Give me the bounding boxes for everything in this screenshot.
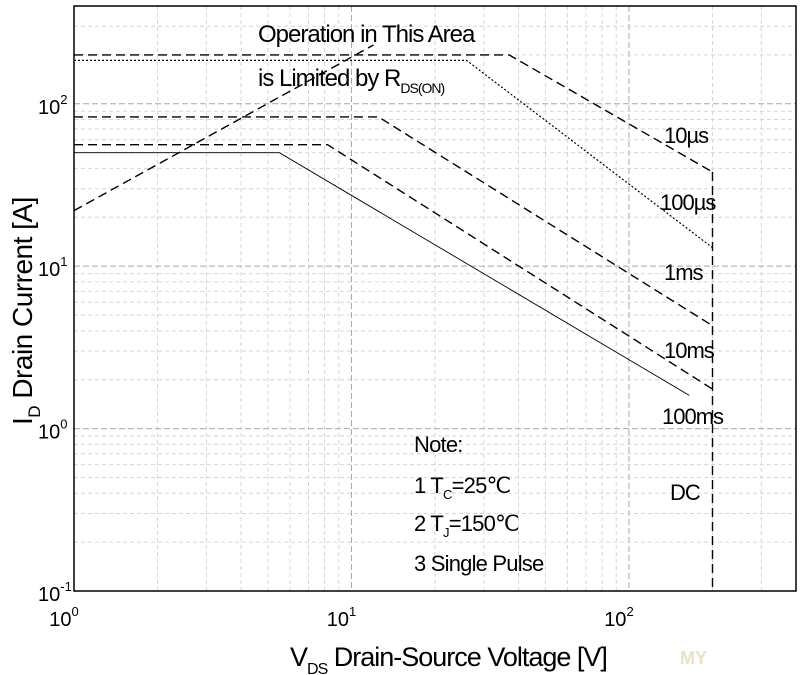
series-line-1ms: [74, 116, 713, 327]
series-line-10us: [74, 54, 713, 173]
y-tick-labels: 10-1 100 101 102: [38, 92, 72, 606]
plot-frame: [73, 5, 797, 592]
x-tick-label: 102: [604, 604, 633, 631]
y-tick-label: 10-1: [38, 579, 72, 606]
y-tick-label: 102: [38, 92, 67, 119]
grid-lines: [74, 6, 796, 591]
series-line-100us: [74, 59, 713, 249]
y-axis-label: ID Drain Current [A]: [7, 197, 44, 425]
series-labels: 10µs 100µs 1ms 10ms 100ms DC: [660, 123, 725, 505]
x-tick-label: 100: [49, 604, 78, 631]
x-tick-label: 101: [327, 604, 356, 631]
series-label-10ms: 10ms: [664, 338, 715, 363]
y-tick-label: 101: [38, 254, 67, 281]
watermark: MY: [680, 648, 707, 668]
note-title: Note:: [414, 432, 463, 457]
x-tick-labels: 100 101 102: [49, 604, 633, 631]
series-label-10us: 10µs: [664, 123, 709, 148]
note-block: Note: 1 TC=25℃ 2 TJ=150℃ 3 Single Pulse: [414, 432, 545, 576]
series-label-100us: 100µs: [660, 190, 716, 215]
rds-limit-line: [73, 44, 374, 212]
rds-annotation-line1: Operation in This Area: [258, 21, 476, 48]
series-line-10ms: [74, 144, 713, 390]
y-tick-label: 100: [38, 417, 67, 444]
note-item-2: 2 TJ=150℃: [414, 511, 519, 540]
series-line-100ms: [74, 152, 690, 396]
note-item-3: 3 Single Pulse: [414, 551, 544, 576]
series-label-1ms: 1ms: [664, 260, 704, 285]
series-label-dc: DC: [670, 480, 701, 505]
series-label-100ms: 100ms: [662, 404, 724, 429]
series-layer: [73, 44, 714, 591]
rds-limit-annotation: Operation in This Area is Limited by RDS…: [258, 21, 477, 96]
x-axis-label: VDS Drain-Source Voltage [V]: [290, 642, 607, 675]
rds-annotation-line2: is Limited by RDS(ON): [258, 65, 445, 96]
note-item-1: 1 TC=25℃: [414, 473, 511, 502]
